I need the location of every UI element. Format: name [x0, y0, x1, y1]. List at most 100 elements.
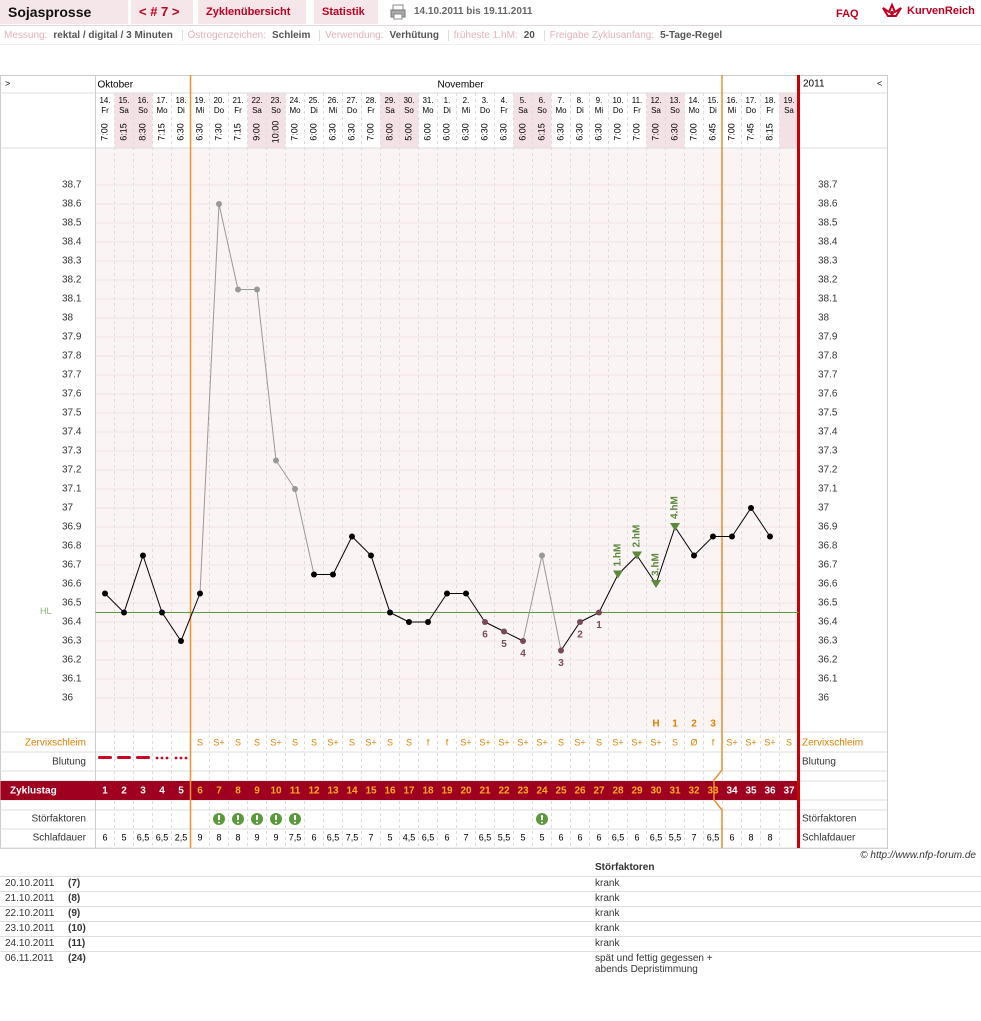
sleep-value: 6 — [444, 832, 449, 842]
tab[interactable]: Statistik — [314, 0, 378, 24]
note-day: (9) — [68, 908, 81, 919]
disturbance-icon — [213, 813, 225, 825]
time-label: 7:00 — [289, 123, 299, 141]
notes-row: 24.10.2011 (11) krank — [0, 936, 981, 951]
brand[interactable]: KurvenReich — [907, 5, 975, 17]
peak-label: H — [652, 719, 659, 730]
sleep-value: 5 — [520, 832, 525, 842]
bleeding-light — [160, 756, 164, 760]
date-label: 9. — [596, 96, 603, 105]
sleep-value: 2,5 — [175, 832, 188, 842]
temperature-segment — [579, 612, 600, 623]
sleep-value: 5 — [121, 832, 126, 842]
temperature-point — [558, 647, 564, 654]
date-label: 12. — [650, 96, 661, 105]
nav-arrow[interactable]: > — [5, 78, 10, 88]
temperature-segment — [674, 526, 695, 556]
y-tick-label-right: 37.6 — [818, 389, 838, 400]
info-value: Verhütung — [389, 30, 439, 41]
time-label: 7:00 — [631, 123, 641, 141]
print-icon[interactable] — [390, 4, 406, 20]
cervix-value: S+ — [213, 737, 224, 747]
point-label: 4 — [520, 649, 526, 660]
note-text: krank — [595, 923, 620, 934]
sleep-value: 7 — [368, 832, 373, 842]
disturbance-icon — [536, 813, 548, 825]
sleep-value: 7,5 — [289, 832, 302, 842]
sleep-value: 6,5 — [612, 832, 625, 842]
note-date: 06.11.2011 — [5, 953, 54, 964]
date-label: 22. — [251, 96, 262, 105]
sleep-value: 6 — [634, 832, 639, 842]
cervix-value: S+ — [536, 737, 547, 747]
cervix-value: Ø — [690, 737, 697, 747]
temperature-point — [102, 590, 108, 597]
temperature-segment — [332, 536, 353, 575]
cycle-day: 30 — [650, 786, 662, 797]
cervix-value: S+ — [365, 737, 376, 747]
time-label: 6:00 — [517, 123, 527, 141]
weekday-label: Sa — [784, 106, 794, 115]
time-label: 7:00 — [612, 123, 622, 141]
time-label: 8:30 — [137, 123, 147, 141]
date-label: 27. — [346, 96, 357, 105]
note-date: 20.10.2011 — [5, 878, 55, 889]
cervix-value: f — [427, 737, 430, 747]
date-label: 20. — [213, 96, 224, 105]
cycle-day: 31 — [669, 786, 681, 797]
cervix-value: S — [406, 737, 412, 747]
temperature-point — [197, 590, 203, 597]
cycle-day: 4 — [159, 786, 165, 797]
y-tick-label-right: 36.8 — [818, 541, 838, 552]
temperature-segment — [294, 488, 315, 575]
weekday-label: Mi — [329, 106, 338, 115]
tab[interactable]: Zyklenübersicht — [198, 0, 306, 24]
faq-link[interactable]: FAQ — [836, 8, 859, 20]
time-label: 9:00 — [251, 123, 261, 141]
temperature-segment — [389, 612, 410, 623]
weekday-label: Mi — [728, 106, 737, 115]
notes-row: 21.10.2011 (8) krank — [0, 891, 981, 906]
cycle-day: 24 — [536, 786, 548, 797]
bleeding-light — [155, 756, 159, 760]
y-tick-label-right: 38.5 — [818, 218, 838, 229]
logo-icon — [882, 2, 902, 17]
cycle-day: 21 — [479, 786, 491, 797]
cervix-value: S — [387, 737, 393, 747]
sleep-value: 6 — [729, 832, 734, 842]
temperature-point — [254, 286, 260, 293]
disturbance-icon — [251, 813, 263, 825]
disturbance-icon — [270, 813, 282, 825]
bleeding-light — [165, 756, 169, 760]
cycle-nav[interactable]: < # 7 > — [131, 0, 193, 24]
cervix-value: S+ — [574, 737, 585, 747]
temperature-point — [632, 551, 642, 560]
y-tick-label-right: 38.7 — [818, 180, 838, 191]
y-tick-label: 37.9 — [62, 332, 82, 343]
row-label: Zervixschleim — [25, 738, 86, 749]
temperature-segment — [199, 203, 220, 594]
temperature-point — [178, 638, 184, 644]
weekend-shade — [513, 93, 533, 148]
temperature-segment — [256, 289, 277, 461]
point-label: 6 — [482, 630, 488, 641]
notes-row: 22.10.2011 (9) krank — [0, 906, 981, 921]
date-label: 2. — [463, 96, 470, 105]
y-tick-label: 38 — [62, 313, 74, 324]
date-label: 16. — [726, 96, 737, 105]
cycle-day: 12 — [308, 786, 320, 797]
info-row: Messung: rektal / digital / 3 Minuten Öst… — [0, 28, 981, 45]
temperature-point — [273, 457, 279, 464]
weekday-label: Di — [177, 106, 185, 115]
weekday-label: Fr — [101, 106, 109, 115]
cycle-day: 29 — [631, 786, 643, 797]
temperature-point — [292, 486, 298, 492]
cycle-day: 17 — [403, 786, 415, 797]
notes-header: Störfaktoren — [595, 862, 655, 873]
row-label-right: Schlafdauer — [802, 833, 856, 844]
cycle-day: 20 — [460, 786, 472, 797]
date-label: 13. — [669, 96, 680, 105]
cervix-value: S+ — [764, 737, 775, 747]
note-text: krank — [595, 908, 620, 919]
